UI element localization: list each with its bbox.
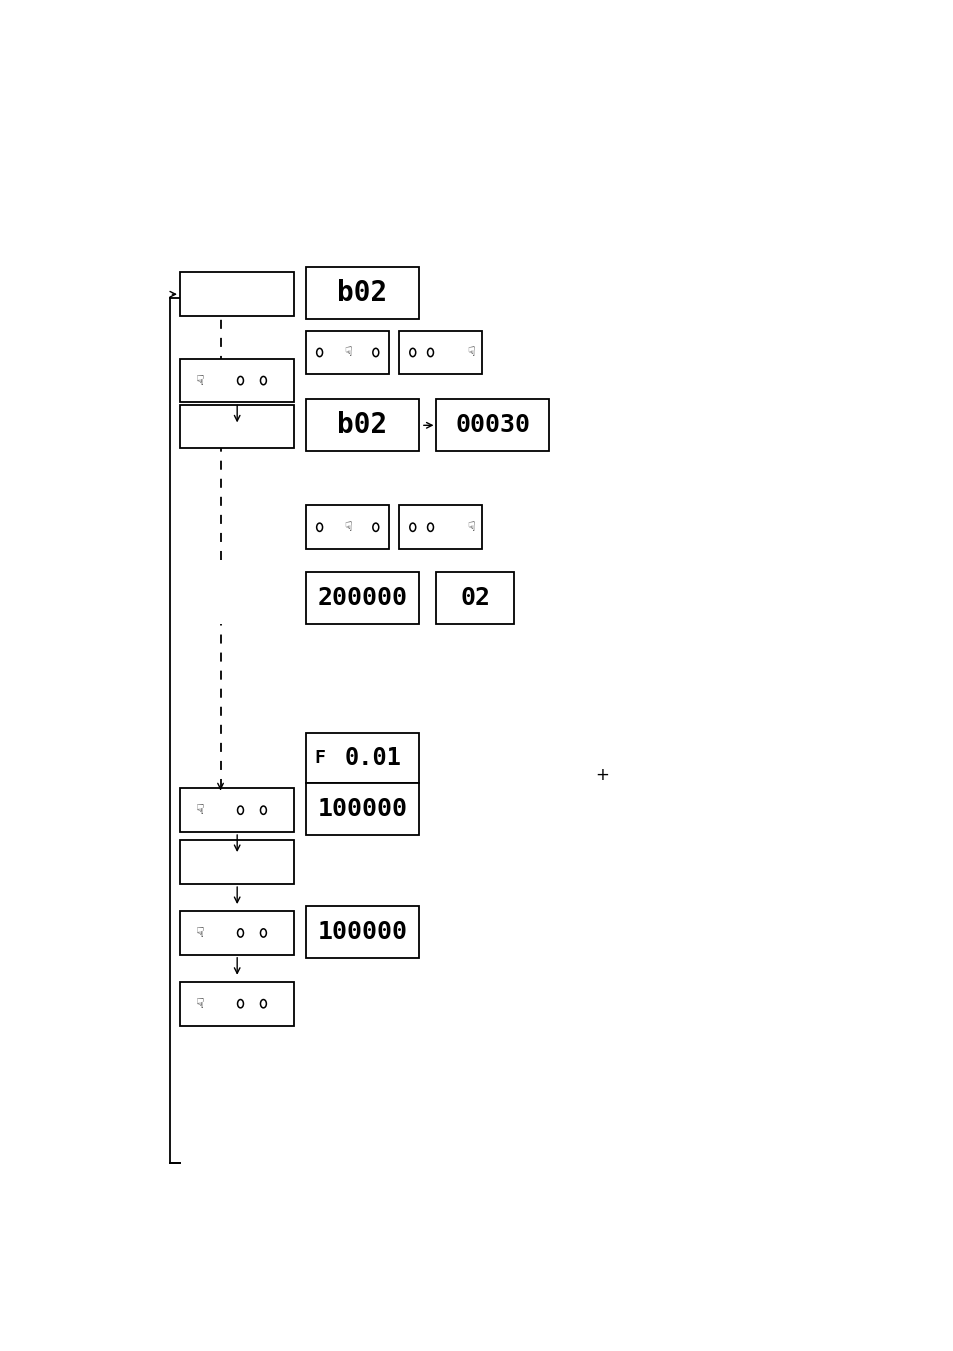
Bar: [180, 404, 294, 449]
Bar: [306, 267, 418, 319]
Bar: [180, 789, 294, 832]
Circle shape: [260, 377, 266, 385]
Bar: [180, 911, 294, 955]
Circle shape: [260, 1000, 266, 1008]
Circle shape: [237, 807, 243, 815]
Circle shape: [260, 807, 266, 815]
Text: 02: 02: [459, 586, 490, 611]
Text: F: F: [314, 750, 325, 767]
Text: 100000: 100000: [317, 920, 407, 944]
Text: 100000: 100000: [317, 797, 407, 821]
Bar: [399, 331, 482, 374]
Bar: [306, 907, 418, 958]
Circle shape: [427, 349, 433, 357]
Bar: [180, 982, 294, 1025]
Text: ☟: ☟: [196, 925, 205, 940]
Bar: [180, 359, 294, 403]
Bar: [306, 400, 418, 451]
Circle shape: [237, 377, 243, 385]
Bar: [306, 571, 418, 624]
Bar: [436, 571, 514, 624]
Circle shape: [373, 523, 378, 531]
Bar: [306, 784, 418, 835]
Bar: [180, 840, 294, 884]
Bar: [306, 331, 389, 374]
Circle shape: [260, 928, 266, 938]
Circle shape: [237, 928, 243, 938]
Text: ☟: ☟: [467, 346, 475, 359]
Text: 00030: 00030: [455, 413, 530, 438]
Text: ☟: ☟: [196, 804, 205, 817]
Circle shape: [410, 523, 416, 531]
Circle shape: [316, 349, 322, 357]
Bar: [306, 734, 418, 784]
Circle shape: [410, 349, 416, 357]
Circle shape: [427, 523, 433, 531]
Text: 200000: 200000: [317, 586, 407, 611]
Circle shape: [316, 523, 322, 531]
Text: ☟: ☟: [343, 520, 351, 534]
Text: 0.01: 0.01: [344, 746, 401, 770]
Text: b02: b02: [337, 411, 387, 439]
Bar: [180, 273, 294, 316]
Circle shape: [237, 1000, 243, 1008]
Text: ☟: ☟: [196, 374, 205, 388]
Bar: [399, 505, 482, 549]
Circle shape: [373, 349, 378, 357]
Text: +: +: [595, 766, 608, 784]
Bar: [436, 400, 548, 451]
Bar: [306, 505, 389, 549]
Text: ☟: ☟: [343, 346, 351, 359]
Text: ☟: ☟: [196, 997, 205, 1011]
Text: ☟: ☟: [467, 520, 475, 534]
Text: b02: b02: [337, 280, 387, 307]
